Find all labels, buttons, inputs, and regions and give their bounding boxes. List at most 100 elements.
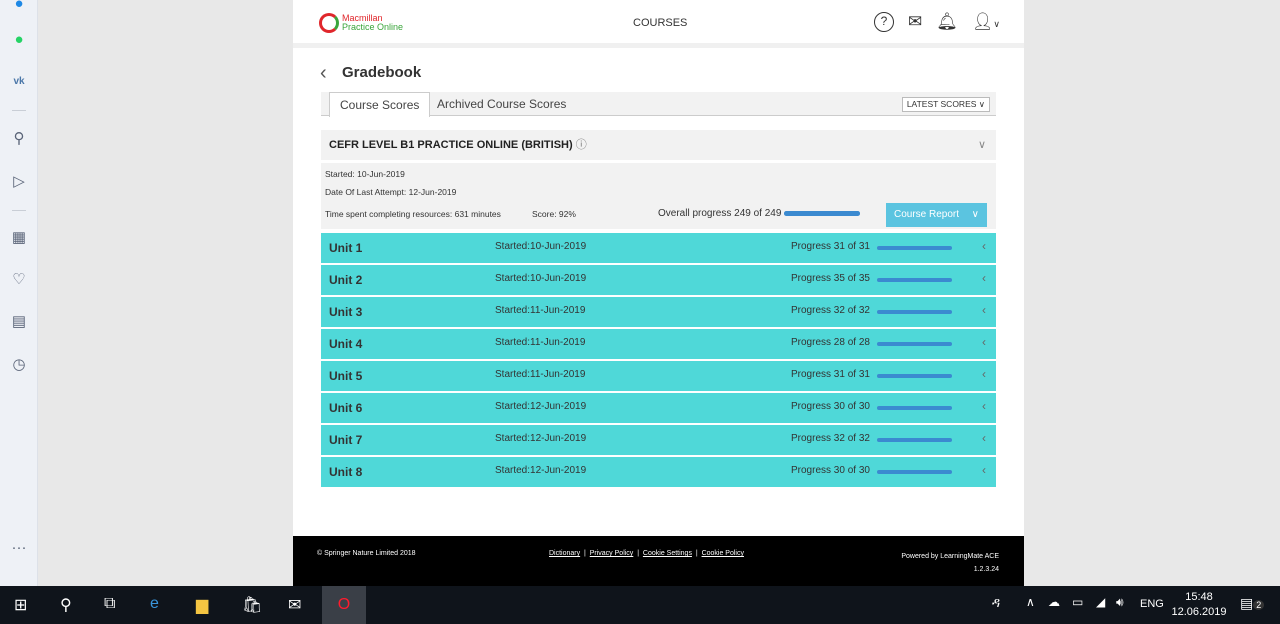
page-title: Gradebook: [342, 64, 422, 81]
chevron-left-icon[interactable]: ‹: [982, 303, 986, 317]
unit-name: Unit 6: [329, 401, 363, 415]
chevron-left-icon[interactable]: ‹: [982, 431, 986, 445]
divider: [12, 110, 26, 111]
gradebook-page: Macmillan Practice Online COURSES ? ✉ 🔔︎ …: [293, 0, 1024, 586]
wifi-icon[interactable]: ◢: [1096, 595, 1106, 609]
taskbar: ⊞ ⚲ ⧉ e ▆ 🛍︎ ✉ O ዳ ∧ ☁ ▭ ◢ 🔊︎ ENG 15:48 1…: [0, 586, 1280, 624]
speed-dial-icon[interactable]: ▦: [11, 229, 27, 246]
course-header[interactable]: CEFR LEVEL B1 PRACTICE ONLINE (BRITISH) …: [321, 130, 996, 160]
mail-icon[interactable]: ✉: [907, 12, 923, 31]
logo-mark-icon: [319, 13, 339, 33]
unit-started: Started:11-Jun-2019: [495, 337, 586, 348]
file-explorer-icon[interactable]: ▆: [196, 597, 209, 614]
news-icon[interactable]: ▤: [11, 313, 27, 330]
volume-icon[interactable]: 🔊︎: [1116, 595, 1124, 609]
chevron-left-icon[interactable]: ‹: [982, 367, 986, 381]
unit-progress: Progress 35 of 35: [791, 273, 870, 284]
powered-by: Powered by LearningMate ACE: [901, 553, 999, 560]
unit-started: Started:12-Jun-2019: [495, 465, 587, 476]
course-report-label: Course Report: [894, 209, 960, 220]
copyright: © Springer Nature Limited 2018: [317, 550, 416, 557]
tab-course-scores[interactable]: Course Scores: [329, 92, 431, 117]
windows-start-icon[interactable]: ⊞: [14, 597, 28, 614]
help-icon[interactable]: ?: [873, 12, 894, 32]
unit-started: Started:12-Jun-2019: [495, 433, 587, 444]
user-menu-icon[interactable]: 👤︎∨: [971, 12, 1000, 31]
unit-row[interactable]: Unit 3 Started:11-Jun-2019 Progress 32 of …: [321, 297, 996, 327]
mail-icon[interactable]: ✉: [288, 597, 302, 614]
chevron-left-icon[interactable]: ‹: [982, 335, 986, 349]
logo[interactable]: Macmillan Practice Online: [319, 13, 403, 33]
date: 12.06.2019: [1171, 606, 1227, 618]
course-started: Started: 10-Jun-2019: [325, 169, 405, 179]
logo-line1: Macmillan: [342, 13, 383, 23]
unit-row[interactable]: Unit 4 Started:11-Jun-2019 Progress 28 of …: [321, 329, 996, 359]
chevron-left-icon[interactable]: ‹: [982, 463, 986, 477]
store-icon[interactable]: 🛍︎: [242, 597, 263, 614]
unit-progress-bar: [877, 278, 952, 282]
bell-icon[interactable]: 🔔︎: [936, 12, 958, 31]
back-icon[interactable]: ‹: [320, 62, 327, 84]
course-report-button[interactable]: Course Report ∨: [886, 203, 987, 227]
time-spent: Time spent completing resources: 631 min…: [325, 209, 501, 219]
cookie-settings-link[interactable]: Cookie Settings: [642, 550, 692, 557]
chevron-left-icon[interactable]: ‹: [982, 239, 986, 253]
course-last-attempt: Date Of Last Attempt: 12-Jun-2019: [325, 187, 457, 197]
sort-select[interactable]: LATEST SCORES ∨: [901, 97, 990, 112]
tab-bar: Course Scores Archived Course Scores LAT…: [321, 92, 996, 117]
unit-row[interactable]: Unit 8 Started:12-Jun-2019 Progress 30 of …: [321, 457, 996, 487]
unit-progress-bar: [877, 246, 952, 250]
unit-row[interactable]: Unit 6 Started:12-Jun-2019 Progress 30 of …: [321, 393, 996, 423]
version: 1.2.3.24: [973, 566, 999, 573]
unit-progress-bar: [877, 406, 952, 410]
history-icon[interactable]: ◷: [12, 356, 26, 373]
heart-icon[interactable]: ♡: [12, 271, 26, 288]
info-icon[interactable]: ⓘ: [575, 139, 587, 151]
cookie-policy-link[interactable]: Cookie Policy: [701, 550, 744, 557]
unit-progress-bar: [877, 342, 952, 346]
chevron-down-icon: ∨: [971, 209, 979, 220]
unit-row[interactable]: Unit 5 Started:11-Jun-2019 Progress 31 of …: [321, 361, 996, 391]
messenger-icon[interactable]: ●: [14, 0, 24, 12]
unit-row[interactable]: Unit 1 Started:10-Jun-2019 Progress 31 of …: [321, 233, 996, 263]
vk-icon[interactable]: vk: [13, 76, 25, 87]
logo-line2: Practice Online: [342, 22, 404, 32]
onedrive-icon[interactable]: ☁: [1048, 595, 1060, 609]
unit-name: Unit 4: [329, 337, 363, 351]
unit-row[interactable]: Unit 2 Started:10-Jun-2019 Progress 35 of …: [321, 265, 996, 295]
language-indicator[interactable]: ENG: [1140, 598, 1164, 610]
clock[interactable]: 15:48 12.06.2019: [1170, 590, 1228, 620]
unit-started: Started:11-Jun-2019: [495, 305, 586, 316]
privacy-policy-link[interactable]: Privacy Policy: [589, 550, 634, 557]
unit-started: Started:11-Jun-2019: [495, 369, 586, 380]
chevron-left-icon[interactable]: ‹: [982, 399, 986, 413]
task-view-icon[interactable]: ⧉: [104, 595, 116, 612]
opera-icon[interactable]: O: [322, 586, 366, 624]
more-icon[interactable]: ···: [11, 539, 27, 556]
unit-name: Unit 7: [329, 433, 363, 447]
tab-archived-course-scores[interactable]: Archived Course Scores: [437, 97, 567, 111]
unit-name: Unit 1: [329, 241, 363, 255]
people-icon[interactable]: ዳ: [992, 595, 1001, 610]
search-icon[interactable]: ⚲: [60, 597, 72, 614]
search-icon[interactable]: ⚲: [13, 130, 25, 147]
edge-icon[interactable]: e: [150, 595, 159, 612]
whatsapp-icon[interactable]: ●: [14, 31, 24, 48]
unit-started: Started:12-Jun-2019: [495, 401, 587, 412]
courses-link[interactable]: COURSES: [633, 17, 688, 29]
unit-progress-bar: [877, 374, 952, 378]
chevron-down-icon[interactable]: ∨: [977, 139, 986, 151]
unit-progress: Progress 28 of 28: [791, 337, 870, 348]
unit-name: Unit 5: [329, 369, 363, 383]
battery-icon[interactable]: ▭: [1072, 595, 1084, 609]
chevron-left-icon[interactable]: ‹: [982, 271, 986, 285]
unit-row[interactable]: Unit 7 Started:12-Jun-2019 Progress 32 of …: [321, 425, 996, 455]
show-hidden-icon[interactable]: ∧: [1026, 595, 1035, 609]
course-score: Score: 92%: [532, 209, 576, 219]
send-icon[interactable]: ▷: [13, 173, 25, 190]
dictionary-link[interactable]: Dictionary: [549, 550, 581, 557]
unit-progress-bar: [877, 438, 952, 442]
action-center-icon[interactable]: ▤ 2: [1240, 595, 1265, 612]
sort-selected: LATEST SCORES: [906, 99, 977, 109]
notification-count: 2: [1253, 600, 1265, 610]
